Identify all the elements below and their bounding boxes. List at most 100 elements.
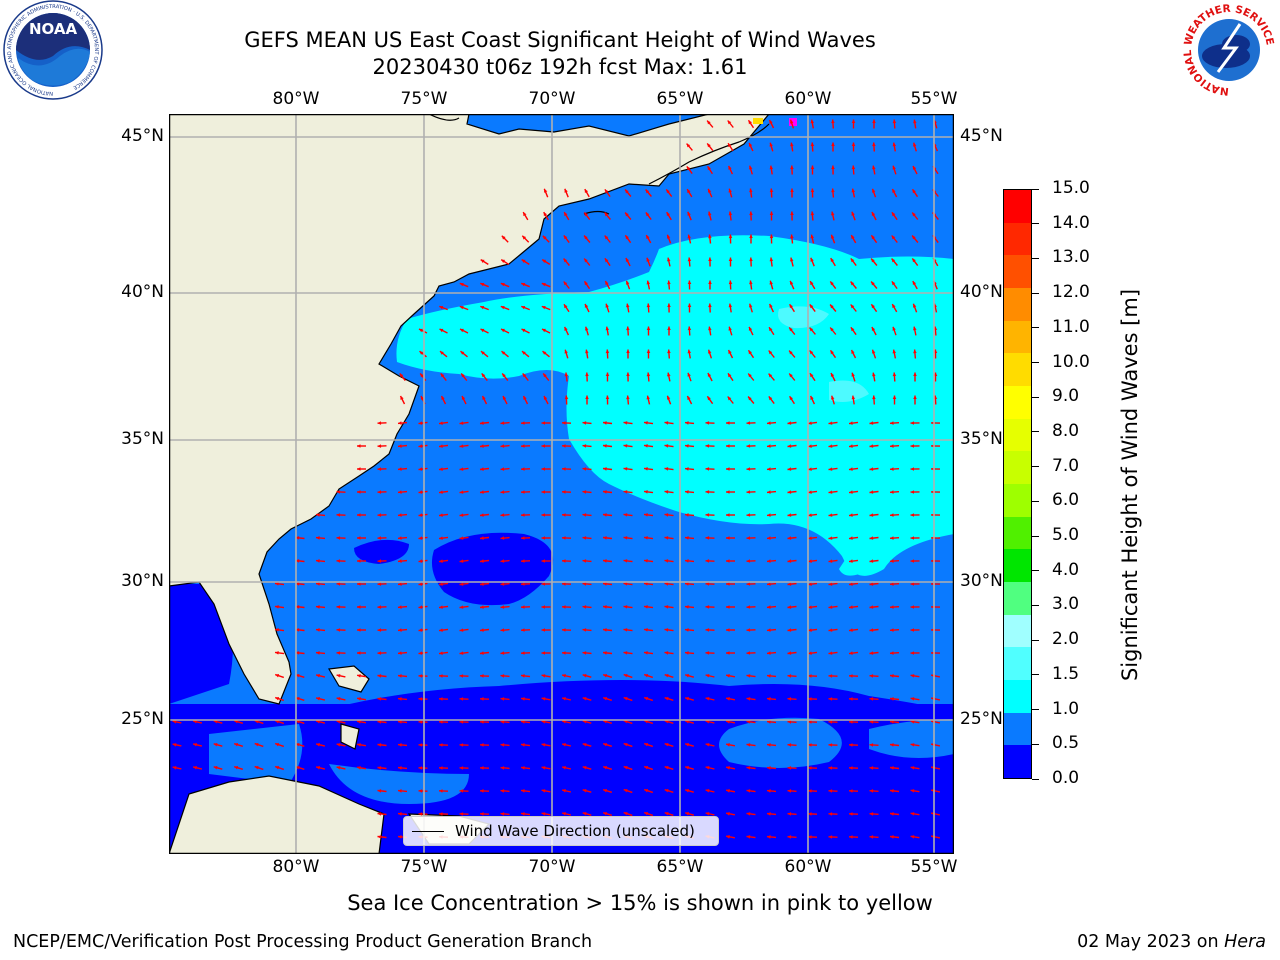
wave-arrow-head [746, 490, 751, 494]
wave-arrow-head [871, 304, 875, 309]
wave-arrow-head [623, 628, 628, 632]
wave-arrow-head [810, 373, 814, 378]
wave-arrow-head [828, 513, 833, 517]
wave-arrow-head [541, 306, 546, 310]
wave-arrow-head [439, 582, 443, 586]
wave-arrow-head [828, 559, 833, 563]
colorbar-tick-label: 0.5 [1052, 733, 1080, 754]
wave-arrow-head [768, 396, 773, 401]
wave-arrow-head [398, 628, 402, 632]
lat-tick-right: 30°N [960, 571, 1003, 591]
colorbar-tick-mark [1032, 709, 1039, 711]
wave-arrow-head [521, 812, 525, 816]
wave-arrow-head [439, 628, 443, 632]
sea-ice-note: Sea Ice Concentration > 15% is shown in … [347, 891, 933, 915]
wave-arrow-head [543, 212, 547, 217]
wave-arrow-head [769, 142, 773, 147]
wave-arrow-head [790, 257, 794, 262]
wave-arrow-head [480, 259, 485, 263]
wave-arrow-head [357, 628, 361, 632]
wave-arrow-head [644, 674, 649, 678]
wave-arrow-head [746, 467, 751, 471]
wave-arrow-head [564, 372, 569, 377]
wave-arrow-head [728, 211, 733, 216]
wave-arrow-head [439, 536, 443, 540]
wave-arrow-head [748, 373, 752, 378]
wave-arrow-head [420, 373, 424, 378]
wave-arrow-head [810, 234, 814, 239]
wave-arrow-head [439, 812, 443, 816]
wave-arrow-head [809, 304, 814, 309]
wave-arrow-head [910, 628, 914, 632]
wave-arrow-head [500, 628, 505, 632]
wave-arrow-head [787, 467, 792, 471]
wave-arrow-head [871, 235, 875, 240]
wave-arrow-head [872, 119, 876, 123]
wave-arrow-head [541, 582, 545, 586]
wave-arrow-head [623, 444, 628, 448]
wave-arrow-head [234, 743, 239, 747]
wave-arrow-head [705, 513, 710, 517]
wave-arrow-head [790, 234, 794, 239]
wave-arrow-head [480, 513, 484, 517]
wave-arrow-head [418, 444, 423, 448]
wave-arrow-head [357, 674, 361, 678]
wave-arrow-head [562, 697, 566, 701]
wave-arrow-head [275, 628, 279, 632]
colorbar-segment [1004, 647, 1031, 681]
wave-arrow-head [541, 697, 546, 701]
chart-subtitle-run: 20230430 t06z 192h fcst Max: 1.61 [372, 55, 748, 79]
wave-arrow-head [685, 628, 689, 632]
wave-arrow-head [644, 444, 648, 448]
wave-arrow-head [808, 812, 812, 816]
footer-date: 02 May 2023 on Hera [1077, 932, 1266, 952]
colorbar-tick-mark [1032, 362, 1039, 364]
wave-arrow-head [604, 235, 609, 240]
wave-arrow-head [910, 766, 915, 770]
wave-arrow-head [542, 235, 547, 240]
wave-arrow-head [336, 651, 341, 655]
colorbar-segment [1004, 745, 1031, 779]
wave-arrow-head [687, 234, 691, 239]
wave-arrow-head [913, 326, 917, 331]
wave-arrow-head [769, 165, 774, 170]
wave-arrow-head [523, 212, 527, 217]
wave-arrow-head [728, 165, 732, 170]
wave-arrow-head [623, 674, 628, 678]
wave-arrow-head [768, 373, 773, 378]
colorbar-tick-mark [1032, 778, 1039, 780]
wave-arrow-head [727, 120, 732, 125]
wave-arrow-head [562, 605, 566, 609]
wave-arrow-head [810, 188, 815, 192]
wave-arrow-head [892, 326, 896, 331]
wave-arrow-head [664, 582, 669, 586]
wave-arrow-head [869, 766, 874, 770]
wave-arrow-head [810, 257, 814, 262]
wave-arrow-head [851, 395, 856, 400]
wave-arrow-head [603, 651, 607, 655]
wave-arrow-head [625, 235, 629, 240]
wave-arrow-head [749, 280, 753, 285]
wave-arrow-head [768, 350, 773, 355]
wave-arrow-head [685, 743, 689, 747]
wave-arrow-head [808, 605, 812, 609]
wave-arrow-head [910, 490, 914, 494]
wave-arrow-head [480, 674, 484, 678]
wave-arrow-head [748, 120, 752, 125]
wave-arrow-head [685, 789, 689, 793]
wave-arrow-head [626, 280, 630, 285]
wave-arrow-head [584, 258, 588, 263]
wave-arrow-head [377, 605, 382, 609]
wave-arrow-head [336, 674, 341, 678]
wave-arrow-head [562, 812, 566, 816]
wave-arrow-head [605, 372, 610, 376]
lon-tick-top: 65°W [656, 89, 704, 109]
wave-arrow-head [460, 328, 464, 333]
colorbar-segment [1004, 614, 1031, 648]
wave-arrow-head [869, 444, 874, 448]
wave-arrow-head [685, 697, 689, 701]
wave-arrow-head [727, 396, 732, 401]
wave-arrow-head [685, 490, 689, 494]
colorbar-tick-mark [1032, 223, 1039, 225]
wave-arrow-head [398, 766, 402, 770]
